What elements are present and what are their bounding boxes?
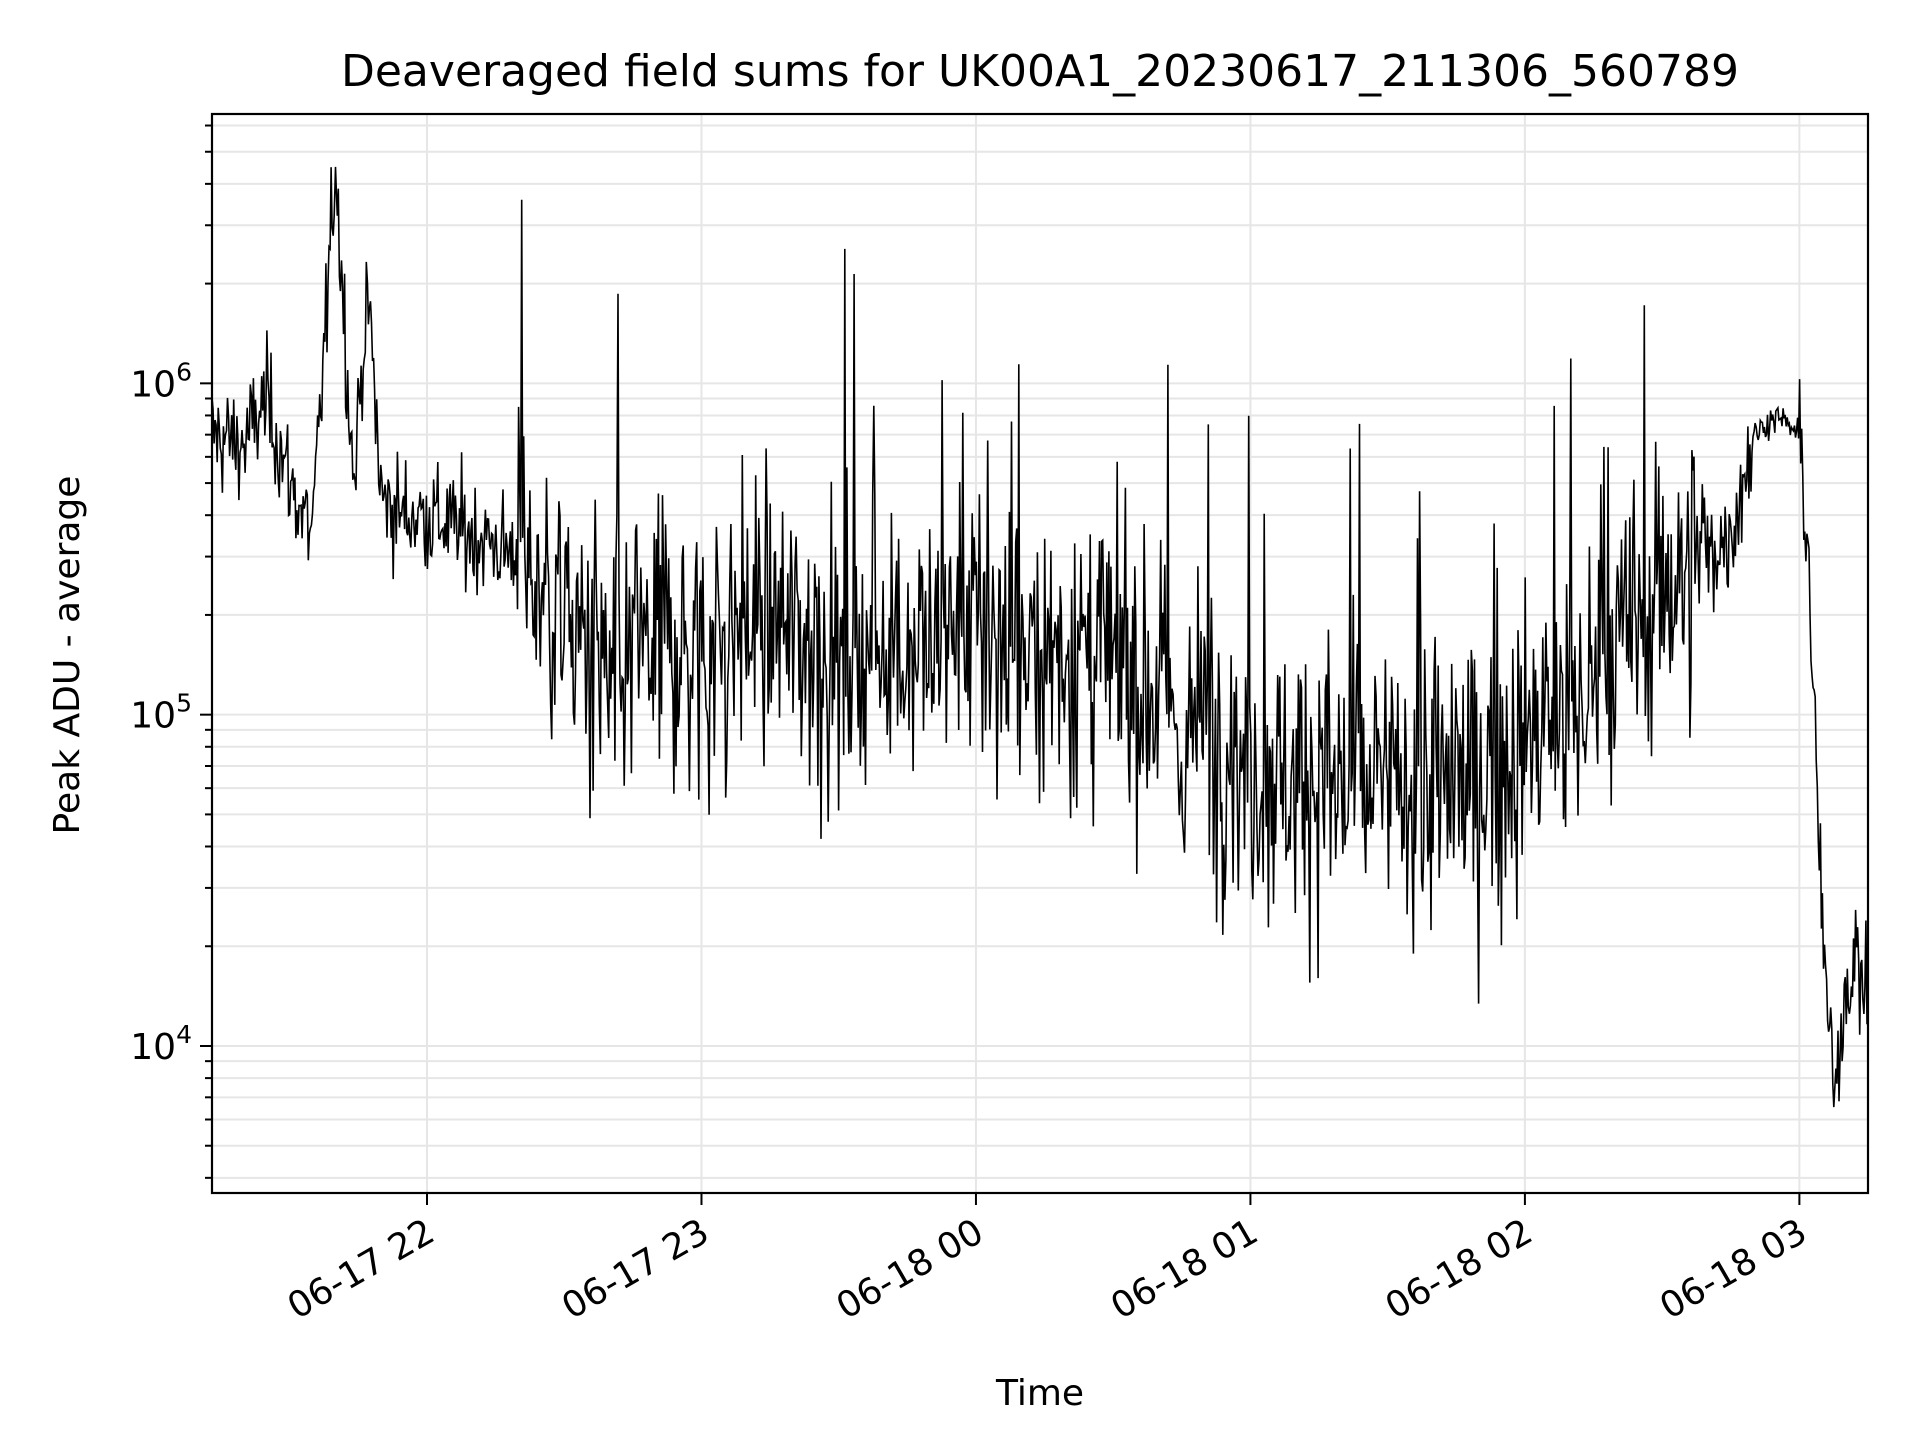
x-tick-label: 06-17 23 [555,1211,716,1327]
plot-frame [210,112,1870,1195]
y-tick-label: 104 [130,1020,192,1068]
series-path [211,166,1869,1108]
x-tick-label: 06-18 03 [1653,1211,1814,1327]
y-tick-label: 105 [130,689,192,737]
x-tick-label: 06-18 01 [1104,1211,1265,1327]
y-axis: 104 105 106 [130,124,212,1179]
data-series-line [211,166,1869,1108]
y-tick-label: 106 [130,357,192,405]
x-axis-label: Time [995,1373,1084,1414]
x-tick-label: 06-17 22 [281,1211,442,1327]
x-axis: 06-17 22 06-17 23 06-18 00 06-18 01 06-18 02… [281,1193,1814,1328]
y-axis-label: Peak ADU - average [47,476,88,835]
x-tick-label: 06-18 02 [1379,1211,1540,1327]
chart-title: Deaveraged field sums for UK00A1_2023061… [341,46,1739,97]
x-tick-label: 06-18 00 [830,1211,991,1327]
